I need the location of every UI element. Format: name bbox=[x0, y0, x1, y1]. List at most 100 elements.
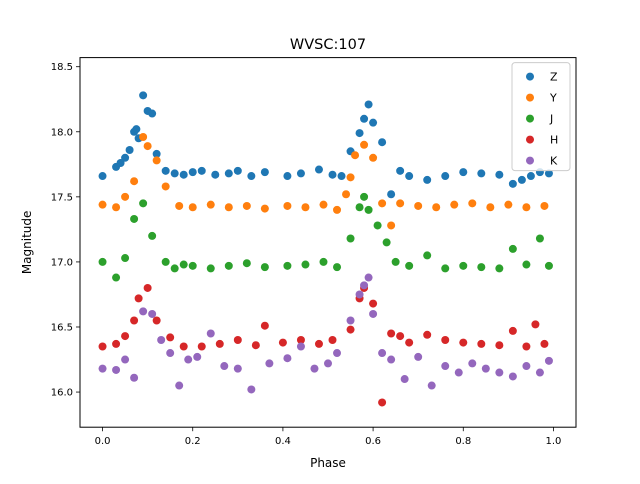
data-point bbox=[405, 172, 414, 181]
data-point bbox=[152, 316, 161, 325]
data-point bbox=[346, 234, 355, 243]
data-point bbox=[387, 221, 396, 230]
data-point bbox=[121, 153, 130, 162]
data-point bbox=[260, 263, 269, 272]
data-point bbox=[130, 373, 139, 382]
data-point bbox=[508, 244, 517, 253]
data-point bbox=[333, 263, 342, 272]
data-point bbox=[193, 352, 202, 361]
data-point bbox=[522, 203, 531, 212]
data-point bbox=[535, 368, 544, 377]
data-point bbox=[360, 114, 369, 123]
data-point bbox=[161, 166, 170, 175]
data-point bbox=[477, 169, 486, 178]
data-point bbox=[504, 200, 513, 209]
data-point bbox=[139, 199, 148, 208]
data-point bbox=[387, 329, 396, 338]
data-point bbox=[283, 172, 292, 181]
data-point bbox=[211, 170, 220, 179]
data-point bbox=[522, 342, 531, 351]
data-point bbox=[337, 172, 346, 181]
data-point bbox=[378, 199, 387, 208]
data-point bbox=[481, 364, 490, 373]
data-point bbox=[355, 129, 364, 138]
data-point bbox=[508, 326, 517, 335]
data-point bbox=[531, 320, 540, 329]
y-tick-label: 17.0 bbox=[51, 257, 73, 268]
data-point bbox=[175, 381, 184, 390]
data-point bbox=[143, 142, 152, 151]
data-point bbox=[508, 179, 517, 188]
data-point bbox=[360, 281, 369, 290]
data-point bbox=[166, 333, 175, 342]
series-z bbox=[98, 91, 553, 199]
data-point bbox=[378, 138, 387, 147]
data-point bbox=[184, 355, 193, 364]
data-point bbox=[132, 125, 141, 134]
series-j bbox=[98, 192, 553, 282]
data-point bbox=[161, 257, 170, 266]
data-point bbox=[459, 168, 468, 177]
data-point bbox=[134, 294, 143, 303]
data-point bbox=[296, 336, 305, 345]
y-tick-label: 17.5 bbox=[51, 192, 73, 203]
data-point bbox=[369, 309, 378, 318]
data-point bbox=[152, 156, 161, 165]
x-tick-label: 0.4 bbox=[275, 436, 291, 447]
data-point bbox=[283, 354, 292, 363]
data-point bbox=[441, 336, 450, 345]
data-point bbox=[319, 200, 328, 209]
data-point bbox=[139, 132, 148, 141]
data-point bbox=[314, 339, 323, 348]
data-point bbox=[319, 257, 328, 266]
data-point bbox=[477, 339, 486, 348]
legend-marker bbox=[526, 114, 534, 123]
data-point bbox=[364, 273, 373, 282]
data-point bbox=[387, 355, 396, 364]
data-point bbox=[441, 264, 450, 273]
data-point bbox=[98, 257, 107, 266]
plot-area bbox=[98, 91, 553, 407]
x-tick-label: 0.6 bbox=[365, 436, 381, 447]
plot-frame bbox=[79, 57, 577, 428]
y-tick-label: 18.5 bbox=[51, 62, 73, 73]
data-point bbox=[112, 339, 121, 348]
legend-label: J bbox=[549, 113, 553, 126]
data-point bbox=[251, 341, 260, 350]
data-point bbox=[346, 325, 355, 334]
data-point bbox=[423, 251, 432, 260]
data-point bbox=[540, 339, 549, 348]
data-point bbox=[148, 109, 157, 118]
data-point bbox=[121, 254, 130, 263]
data-point bbox=[396, 199, 405, 208]
legend-marker bbox=[526, 156, 534, 165]
data-point bbox=[296, 342, 305, 351]
data-point bbox=[188, 261, 197, 270]
data-point bbox=[215, 339, 224, 348]
data-point bbox=[495, 341, 504, 350]
y-tick-label: 16.5 bbox=[51, 322, 73, 333]
data-point bbox=[130, 316, 139, 325]
data-point bbox=[378, 349, 387, 358]
legend-label: H bbox=[550, 134, 558, 147]
legend-marker bbox=[526, 135, 534, 144]
data-point bbox=[157, 336, 166, 345]
data-point bbox=[405, 338, 414, 347]
data-point bbox=[468, 199, 477, 208]
data-point bbox=[224, 203, 233, 212]
data-point bbox=[98, 172, 107, 181]
series-k bbox=[98, 273, 553, 394]
data-point bbox=[333, 349, 342, 358]
data-point bbox=[373, 221, 382, 230]
data-point bbox=[278, 338, 287, 347]
data-point bbox=[540, 201, 549, 210]
data-point bbox=[346, 173, 355, 182]
data-point bbox=[396, 166, 405, 175]
data-point bbox=[188, 168, 197, 177]
data-point bbox=[355, 203, 364, 212]
data-point bbox=[364, 205, 373, 214]
data-point bbox=[179, 342, 188, 351]
data-point bbox=[98, 364, 107, 373]
data-point bbox=[152, 149, 161, 158]
